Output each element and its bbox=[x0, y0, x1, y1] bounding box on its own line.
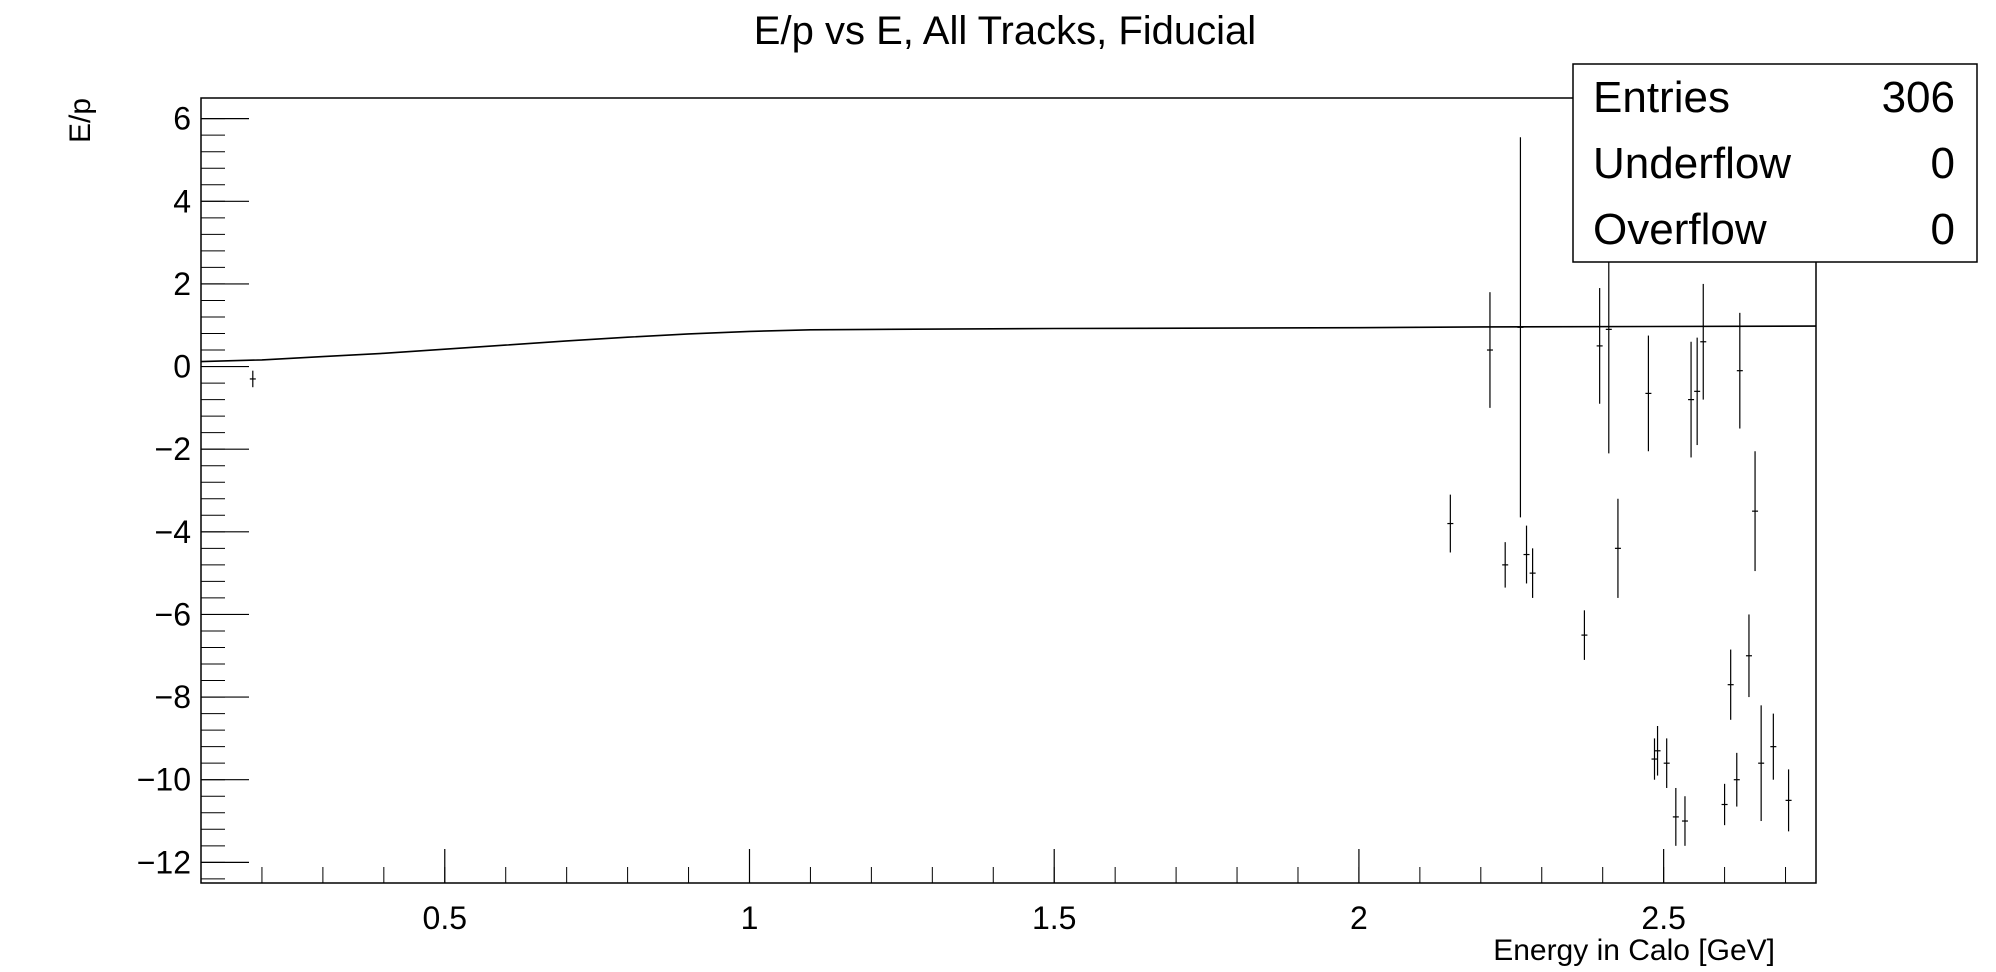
stats-entries-value: 306 bbox=[1882, 73, 1955, 122]
x-tick-label: 1 bbox=[741, 900, 759, 936]
profile-line bbox=[200, 325, 1817, 363]
x-tick-label: 2.5 bbox=[1641, 900, 1685, 936]
x-tick-label: 2 bbox=[1350, 900, 1368, 936]
stats-underflow-value: 0 bbox=[1931, 139, 1955, 188]
chart-title: E/p vs E, All Tracks, Fiducial bbox=[754, 9, 1256, 53]
plot-frame bbox=[200, 97, 1817, 884]
stats-overflow-label: Overflow bbox=[1593, 205, 1767, 254]
data-points bbox=[249, 137, 1792, 846]
stats-box: Entries 306 Underflow 0 Overflow 0 bbox=[1572, 63, 1978, 263]
y-tick-label: −10 bbox=[137, 762, 191, 798]
y-tick-label: −4 bbox=[155, 514, 191, 550]
stats-overflow-value: 0 bbox=[1931, 205, 1955, 254]
x-tick-label: 0.5 bbox=[423, 900, 467, 936]
profile-series bbox=[200, 325, 1817, 363]
y-tick-label: −8 bbox=[155, 679, 191, 715]
y-axis: 6 4 2 0 −2 −4 −6 −8 −10 −12 bbox=[137, 101, 249, 880]
stats-underflow-label: Underflow bbox=[1593, 139, 1791, 188]
y-axis-label: E/p bbox=[64, 98, 97, 143]
y-tick-label: −2 bbox=[155, 431, 191, 467]
y-tick-label: −6 bbox=[155, 596, 191, 632]
stats-box-frame bbox=[1572, 63, 1978, 263]
y-tick-label: −12 bbox=[137, 844, 191, 880]
y-tick-label: 6 bbox=[173, 101, 191, 137]
x-axis-label: Energy in Calo [GeV] bbox=[1493, 934, 1775, 967]
x-tick-label: 1.5 bbox=[1032, 900, 1076, 936]
y-tick-label: 0 bbox=[173, 349, 191, 385]
y-tick-label: 4 bbox=[173, 183, 191, 219]
y-tick-label: 2 bbox=[173, 266, 191, 302]
x-axis: 0.5 1 1.5 2 2.5 bbox=[200, 849, 1787, 936]
stats-entries-label: Entries bbox=[1593, 73, 1730, 122]
